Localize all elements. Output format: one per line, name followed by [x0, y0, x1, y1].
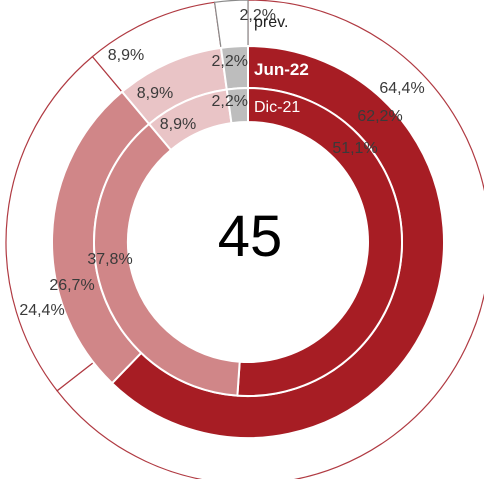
label-dic-21-1: 37,8% — [87, 251, 132, 268]
label-dic-21-2: 8,9% — [160, 116, 196, 133]
donut-segments — [5, 0, 484, 479]
label-dic-21-3: 2,2% — [212, 93, 248, 110]
label-prev--1: 24,4% — [19, 302, 64, 319]
segment-dic-21-3 — [225, 86, 249, 125]
label-jun-22-0: 62,2% — [357, 108, 402, 125]
center-value: 45 — [218, 204, 283, 269]
label-prev--3: 2,2% — [240, 7, 276, 24]
ring-label-prev: prev. — [254, 14, 288, 31]
label-jun-22-3: 2,2% — [212, 53, 248, 70]
value-labels: 64,4% 24,4% 8,9% 2,2% 62,2% 26,7% 8,9% 2,2% 51,1… — [19, 7, 424, 319]
ring-label-jun-22: Jun-22 — [254, 60, 309, 79]
label-jun-22-1: 26,7% — [49, 277, 94, 294]
segment-dic-21-0 — [236, 86, 403, 397]
label-dic-21-0: 51,1% — [332, 140, 377, 157]
ring-label-dic-21: Dic-21 — [254, 99, 300, 116]
label-jun-22-2: 8,9% — [137, 85, 173, 102]
label-prev--2: 8,9% — [108, 47, 144, 64]
label-prev--0: 64,4% — [379, 80, 424, 97]
